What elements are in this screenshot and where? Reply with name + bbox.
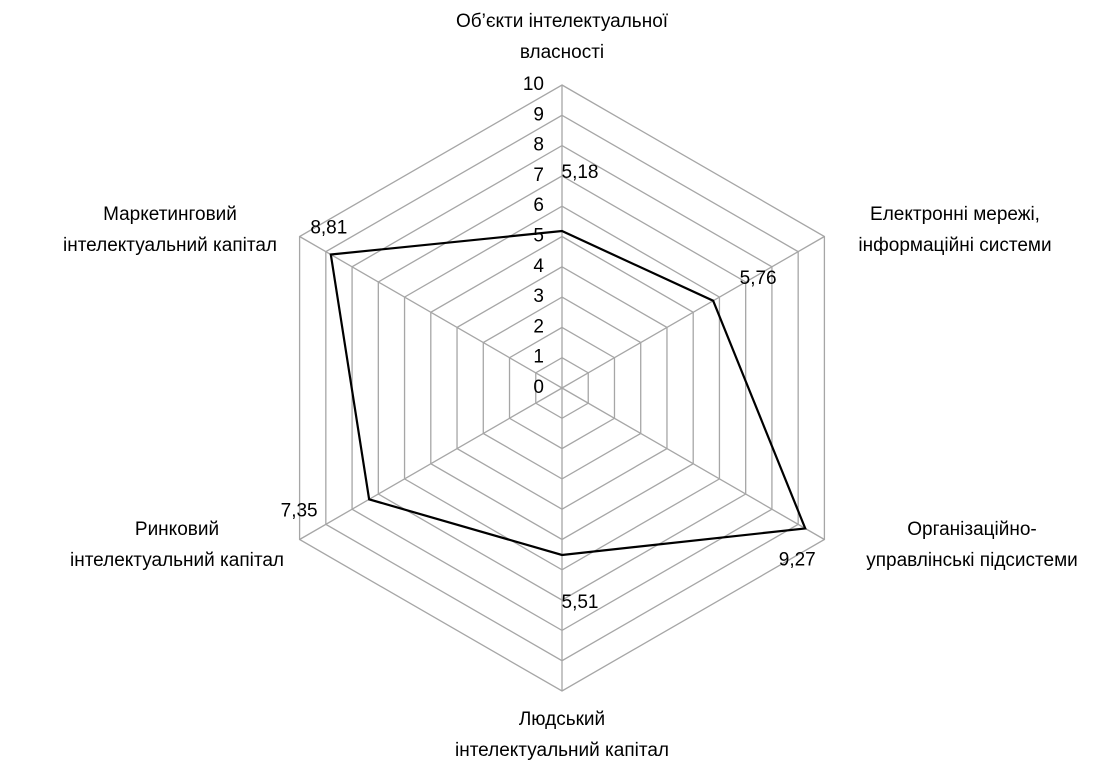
tick-label: 7 [533, 165, 544, 186]
value-label: 5,76 [740, 268, 777, 289]
spoke [299, 235, 563, 389]
category-label: Маркетинговий інтелектуальний капітал [62, 204, 278, 256]
tick-label: 3 [533, 286, 544, 307]
value-label: 5,18 [562, 162, 599, 183]
category-label: Ринковий інтелектуальний капітал [69, 519, 285, 571]
series-line [329, 229, 807, 557]
value-label: 7,35 [281, 500, 318, 521]
tick-label: 10 [523, 74, 544, 95]
tick-label: 2 [533, 316, 544, 337]
tick-label: 6 [533, 195, 544, 216]
category-label: Людський інтелектуальний капітал [454, 709, 670, 761]
value-label: 9,27 [779, 549, 816, 570]
value-label: 5,51 [562, 592, 599, 613]
tick-label: 4 [533, 256, 544, 277]
category-label: Об’єкти інтелектуальної власності [455, 11, 669, 63]
tick-label: 8 [533, 135, 544, 156]
tick-label: 5 [533, 226, 544, 247]
value-label: 8,81 [310, 218, 347, 239]
spoke [561, 235, 825, 389]
category-label: Організаційно- управлінські підсистеми [866, 519, 1078, 571]
tick-label: 9 [533, 104, 544, 125]
spoke [299, 387, 563, 541]
tick-label: 1 [533, 347, 544, 368]
category-label: Електронні мережі, інформаційні системи [858, 204, 1052, 256]
spoke [561, 387, 825, 541]
tick-label: 0 [533, 377, 544, 398]
